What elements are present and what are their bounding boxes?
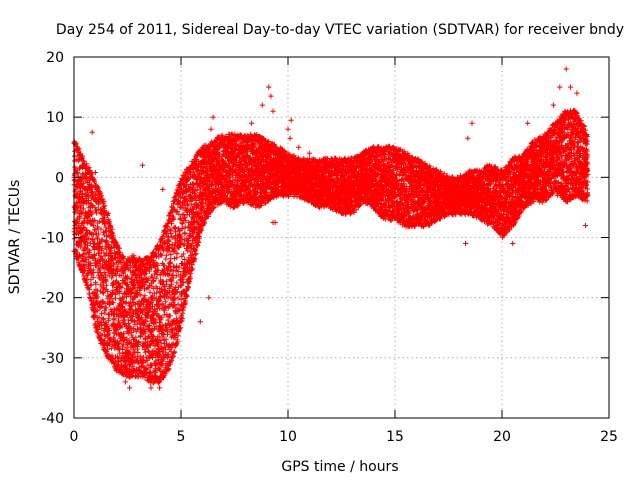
y-tick-label-6: 20 bbox=[46, 50, 64, 66]
chart-title: Day 254 of 2011, Sidereal Day-to-day VTE… bbox=[56, 22, 624, 38]
x-tick-label-3: 15 bbox=[386, 429, 404, 445]
y-tick-label-1: -30 bbox=[41, 351, 64, 367]
x-tick-label-4: 20 bbox=[493, 429, 511, 445]
x-tick-label-2: 10 bbox=[279, 429, 297, 445]
y-tick-label-3: -10 bbox=[41, 231, 64, 247]
y-tick-label-5: 10 bbox=[46, 110, 64, 126]
y-axis-title: SDTVAR / TECUs bbox=[7, 180, 23, 295]
y-tick-label-4: 0 bbox=[55, 170, 64, 186]
x-axis-title: GPS time / hours bbox=[281, 459, 398, 475]
y-tick-label-0: -40 bbox=[41, 411, 64, 427]
x-tick-label-5: 25 bbox=[600, 429, 618, 445]
y-tick-label-2: -20 bbox=[41, 291, 64, 307]
x-tick-label-0: 0 bbox=[70, 429, 79, 445]
axes: 0 5 10 15 20 25 -40 -30 -20 -10 0 10 20 bbox=[41, 50, 618, 445]
x-tick-label-1: 5 bbox=[177, 429, 186, 445]
